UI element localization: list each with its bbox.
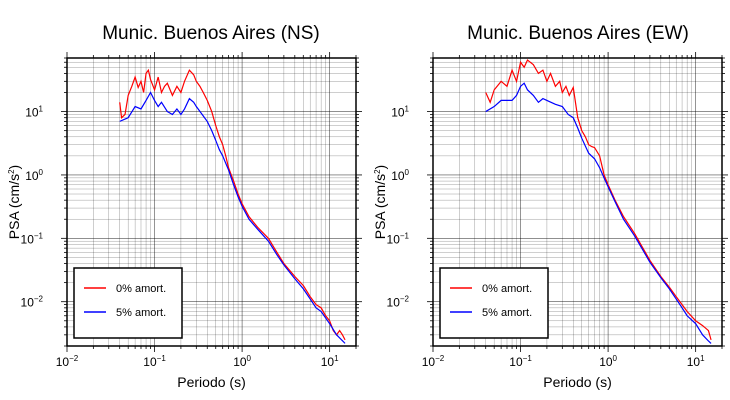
- legend-box: [439, 267, 549, 339]
- x-tick-exponent: −1: [523, 354, 533, 363]
- x-tick-base: 10: [687, 355, 701, 369]
- x-axis-label: Periodo (s): [177, 374, 245, 390]
- y-tick-base: 10: [387, 232, 401, 246]
- y-tick-exponent: −1: [400, 231, 410, 240]
- y-tick-base: 10: [25, 106, 39, 120]
- y-axis-label-superscript: 2: [7, 169, 16, 174]
- y-tick-label: 10−2: [21, 295, 44, 310]
- y-tick-label: 10−1: [387, 231, 410, 246]
- y-tick-label: 101: [391, 105, 409, 120]
- x-tick-label: 100: [233, 354, 251, 369]
- x-tick-label: 101: [687, 354, 705, 369]
- y-tick-exponent: −1: [34, 231, 44, 240]
- plot-frame: [66, 57, 357, 347]
- y-tick-base: 10: [21, 296, 35, 310]
- x-tick-label: 10−1: [509, 354, 532, 369]
- chart-panel-ew: Munic. Buenos Aires (EW)10−2 10−1 100 10110…: [372, 23, 728, 390]
- y-tick-exponent: 1: [405, 105, 410, 114]
- y-tick-exponent: 0: [39, 168, 44, 177]
- y-axis-label-text: PSA (cm/s: [6, 174, 22, 239]
- x-tick-exponent: 0: [613, 354, 618, 363]
- series-line-0pct-damping: [485, 59, 712, 341]
- series-line-0pct-damping: [119, 68, 346, 341]
- x-tick-exponent: −2: [435, 354, 445, 363]
- x-tick-label: 10−2: [422, 354, 445, 369]
- plot-frame: [432, 57, 723, 347]
- x-tick-base: 10: [422, 355, 436, 369]
- x-tick-label: 100: [599, 354, 617, 369]
- y-tick-label: 10−1: [21, 231, 44, 246]
- y-axis-label-close: ): [372, 165, 388, 170]
- y-tick-label: 10−2: [387, 295, 410, 310]
- y-axis-label-close: ): [6, 165, 22, 170]
- x-tick-base: 10: [56, 355, 70, 369]
- y-tick-exponent: 0: [405, 168, 410, 177]
- y-tick-label: 100: [25, 168, 43, 183]
- legend-box: [73, 267, 183, 339]
- x-tick-exponent: −1: [157, 354, 167, 363]
- legend: 0% amort. 5% amort.: [439, 267, 549, 339]
- x-tick-label: 10−1: [143, 354, 166, 369]
- y-tick-base: 10: [391, 106, 405, 120]
- legend: 0% amort. 5% amort.: [73, 267, 183, 339]
- y-tick-base: 10: [391, 169, 405, 183]
- chart-title: Munic. Buenos Aires (EW): [467, 23, 689, 44]
- chart-panel-ns: Munic. Buenos Aires (NS)10−2 10−1 100 10110…: [6, 23, 362, 390]
- x-tick-base: 10: [233, 355, 247, 369]
- x-tick-label: 101: [321, 354, 339, 369]
- x-tick-exponent: −2: [69, 354, 79, 363]
- y-tick-label: 100: [391, 168, 409, 183]
- y-tick-exponent: −2: [400, 295, 410, 304]
- legend-label: 0% amort.: [482, 283, 532, 295]
- y-axis-label-superscript: 2: [373, 169, 382, 174]
- y-tick-exponent: −2: [34, 295, 44, 304]
- x-tick-exponent: 0: [247, 354, 252, 363]
- legend-label: 5% amort.: [482, 307, 532, 319]
- x-tick-base: 10: [509, 355, 523, 369]
- x-tick-exponent: 1: [700, 354, 705, 363]
- y-tick-base: 10: [387, 296, 401, 310]
- legend-label: 0% amort.: [116, 283, 166, 295]
- x-tick-base: 10: [321, 355, 335, 369]
- x-tick-base: 10: [599, 355, 613, 369]
- y-axis-label-text: PSA (cm/s: [372, 174, 388, 239]
- y-axis-label: PSA (cm/s2): [6, 165, 22, 239]
- x-tick-label: 10−2: [56, 354, 79, 369]
- x-axis-label: Periodo (s): [543, 374, 611, 390]
- chart-title: Munic. Buenos Aires (NS): [102, 23, 320, 44]
- y-tick-base: 10: [25, 169, 39, 183]
- y-tick-label: 101: [25, 105, 43, 120]
- x-tick-base: 10: [143, 355, 157, 369]
- y-tick-base: 10: [21, 232, 35, 246]
- y-tick-exponent: 1: [39, 105, 44, 114]
- series-line-5pct-damping: [119, 91, 346, 344]
- legend-label: 5% amort.: [116, 307, 166, 319]
- x-tick-exponent: 1: [334, 354, 339, 363]
- series-line-5pct-damping: [485, 82, 712, 344]
- y-axis-label: PSA (cm/s2): [372, 165, 388, 239]
